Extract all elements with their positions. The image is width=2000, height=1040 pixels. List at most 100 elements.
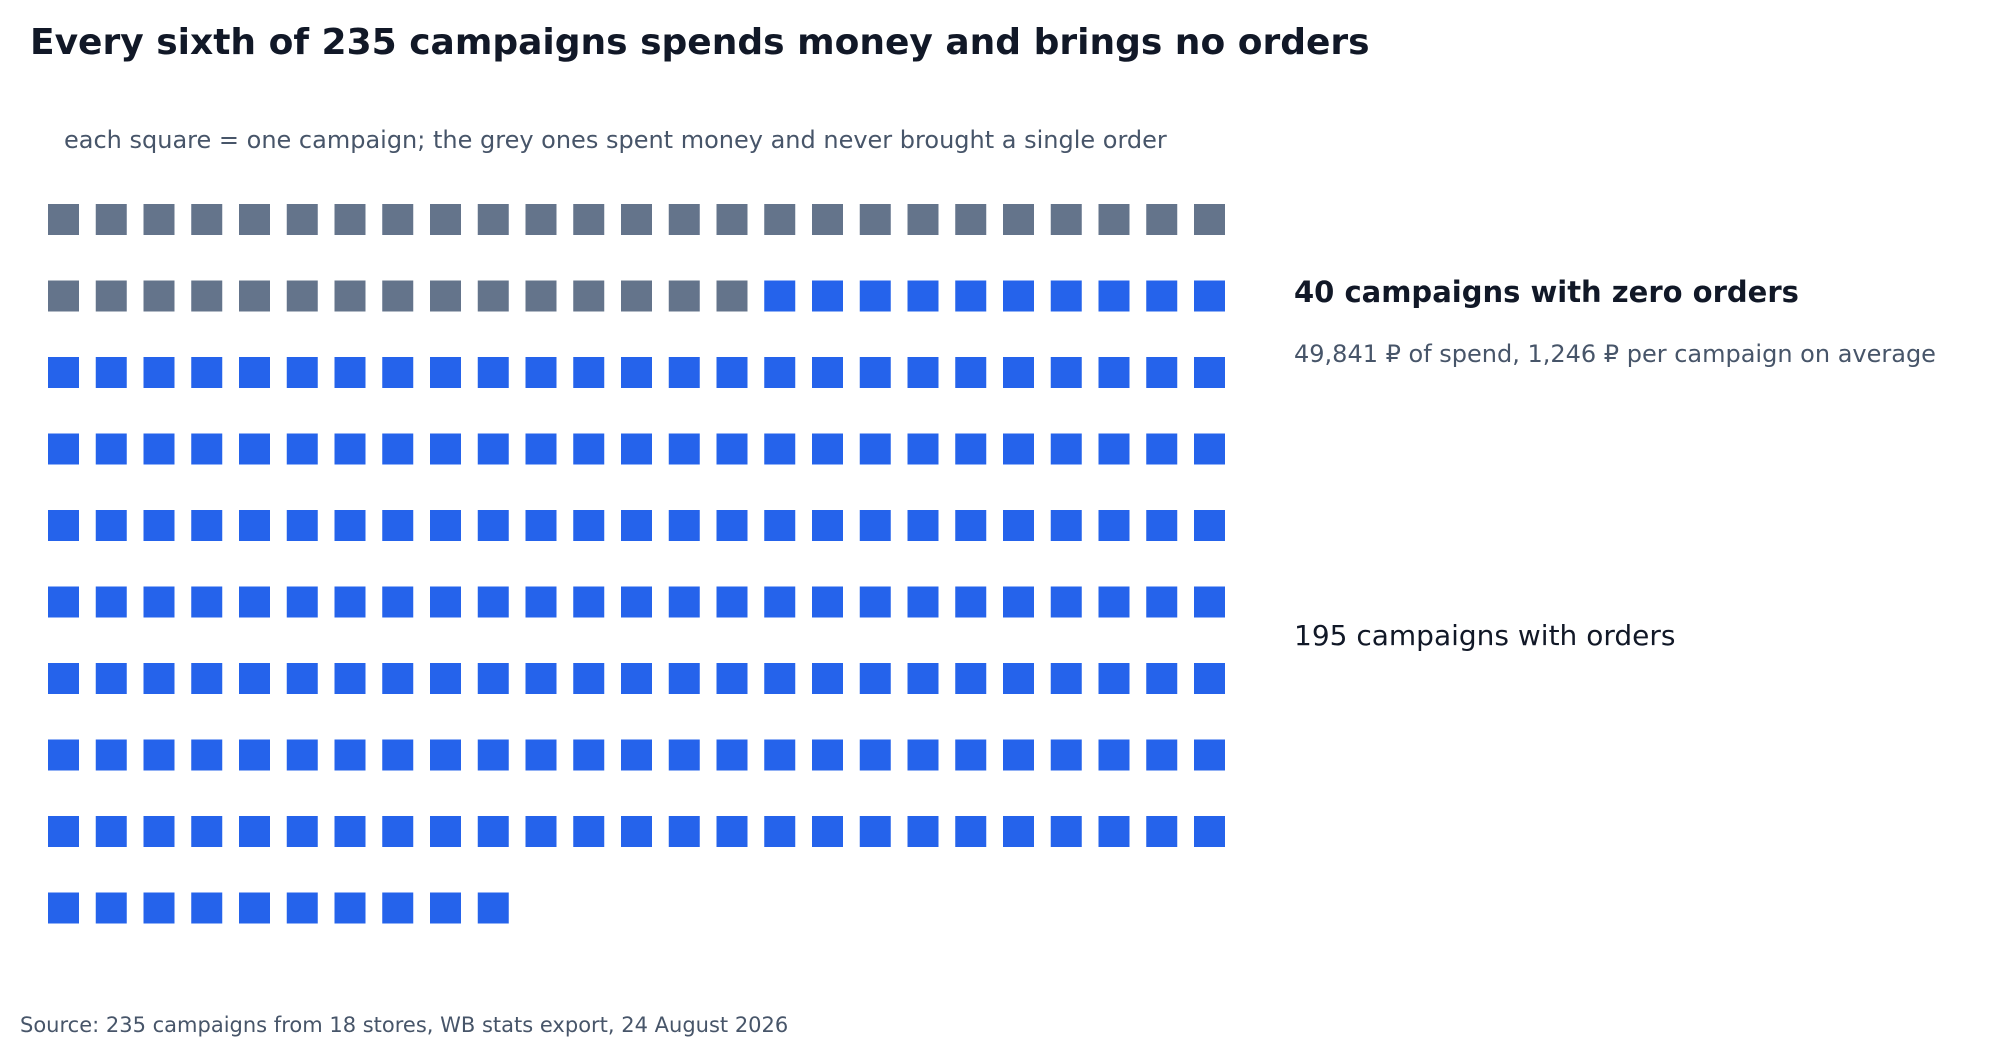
with-orders-square xyxy=(1194,816,1225,847)
with-orders-square xyxy=(382,357,414,388)
zero-orders-square xyxy=(1003,204,1034,235)
zero-orders-square xyxy=(907,204,939,235)
zero-orders-square xyxy=(430,280,461,312)
with-orders-square xyxy=(1194,739,1225,771)
with-orders-square xyxy=(621,663,652,694)
with-orders-square xyxy=(477,586,509,618)
with-orders-square xyxy=(1146,586,1178,618)
with-orders-square xyxy=(430,510,461,541)
zero-orders-square xyxy=(621,204,652,235)
zero-orders-square xyxy=(95,280,127,312)
with-orders-square xyxy=(668,357,700,388)
with-orders-square xyxy=(859,739,891,771)
with-orders-square xyxy=(430,433,461,465)
zero-orders-square xyxy=(668,280,700,312)
zero-orders-square xyxy=(48,280,79,312)
with-orders-square xyxy=(382,816,414,847)
with-orders-square xyxy=(286,433,318,465)
with-orders-square xyxy=(668,816,700,847)
with-orders-square xyxy=(1098,739,1130,771)
zero-orders-square xyxy=(621,280,652,312)
with-orders-square xyxy=(716,357,748,388)
with-orders-square xyxy=(573,510,605,541)
with-orders-square xyxy=(764,816,796,847)
with-orders-square xyxy=(1003,357,1034,388)
with-orders-square xyxy=(812,586,843,618)
with-orders-square xyxy=(191,816,223,847)
source-note: Source: 235 campaigns from 18 stores, WB… xyxy=(20,1013,789,1037)
zero-orders-square xyxy=(477,280,509,312)
with-orders-square xyxy=(859,433,891,465)
with-orders-square xyxy=(955,816,987,847)
zero-orders-square xyxy=(477,204,509,235)
zero-orders-square xyxy=(191,280,223,312)
zero-orders-square xyxy=(239,204,270,235)
with-orders-square xyxy=(382,892,414,924)
with-orders-square xyxy=(95,892,127,924)
with-orders-square xyxy=(382,433,414,465)
with-orders-square xyxy=(621,357,652,388)
with-orders-square xyxy=(1050,816,1082,847)
with-orders-square xyxy=(239,510,270,541)
with-orders-square xyxy=(1098,510,1130,541)
with-orders-square xyxy=(907,816,939,847)
zero-orders-square xyxy=(382,280,414,312)
with-orders-square xyxy=(764,433,796,465)
with-orders-square xyxy=(286,586,318,618)
with-orders-square xyxy=(955,280,987,312)
with-orders-square xyxy=(1098,357,1130,388)
with-orders-square xyxy=(95,357,127,388)
with-orders-square xyxy=(812,433,843,465)
with-orders-square xyxy=(907,357,939,388)
with-orders-square xyxy=(477,510,509,541)
with-orders-square xyxy=(668,510,700,541)
with-orders-square xyxy=(95,510,127,541)
with-orders-square xyxy=(334,816,366,847)
with-orders-square xyxy=(477,816,509,847)
zero-orders-square xyxy=(1098,204,1130,235)
zero-orders-square xyxy=(95,204,127,235)
with-orders-square xyxy=(1146,433,1178,465)
zero-orders-square xyxy=(859,204,891,235)
with-orders-square xyxy=(95,433,127,465)
with-orders-square xyxy=(286,510,318,541)
with-orders-square xyxy=(812,816,843,847)
with-orders-square xyxy=(95,816,127,847)
with-orders-square xyxy=(668,433,700,465)
with-orders-square xyxy=(95,586,127,618)
zero-orders-square xyxy=(286,204,318,235)
with-orders-square xyxy=(143,433,175,465)
with-orders-square xyxy=(191,586,223,618)
zero-orders-square xyxy=(955,204,987,235)
with-orders-square xyxy=(239,586,270,618)
with-orders-square xyxy=(1050,586,1082,618)
with-orders-square xyxy=(1098,663,1130,694)
with-orders-square xyxy=(573,357,605,388)
with-orders-square xyxy=(716,433,748,465)
with-orders-square xyxy=(48,739,79,771)
with-orders-square xyxy=(1003,510,1034,541)
with-orders-square xyxy=(764,663,796,694)
with-orders-square xyxy=(621,586,652,618)
with-orders-square xyxy=(1194,586,1225,618)
zero-orders-square xyxy=(764,204,796,235)
with-orders-square xyxy=(907,739,939,771)
with-orders-square xyxy=(286,739,318,771)
with-orders-square xyxy=(955,433,987,465)
with-orders-square xyxy=(430,739,461,771)
with-orders-square xyxy=(143,586,175,618)
with-orders-square xyxy=(239,663,270,694)
with-orders-square xyxy=(1194,663,1225,694)
with-orders-square xyxy=(716,816,748,847)
with-orders-square xyxy=(477,739,509,771)
with-orders-square xyxy=(1146,816,1178,847)
zero-orders-detail: 49,841 ₽ of spend, 1,246 ₽ per campaign … xyxy=(1294,340,1936,368)
with-orders-square xyxy=(334,357,366,388)
with-orders-square xyxy=(1003,739,1034,771)
with-orders-square xyxy=(955,357,987,388)
with-orders-square xyxy=(334,739,366,771)
zero-orders-label: 40 campaigns with zero orders xyxy=(1294,275,1799,309)
with-orders-square xyxy=(334,433,366,465)
with-orders-square xyxy=(477,892,509,924)
with-orders-square xyxy=(239,816,270,847)
